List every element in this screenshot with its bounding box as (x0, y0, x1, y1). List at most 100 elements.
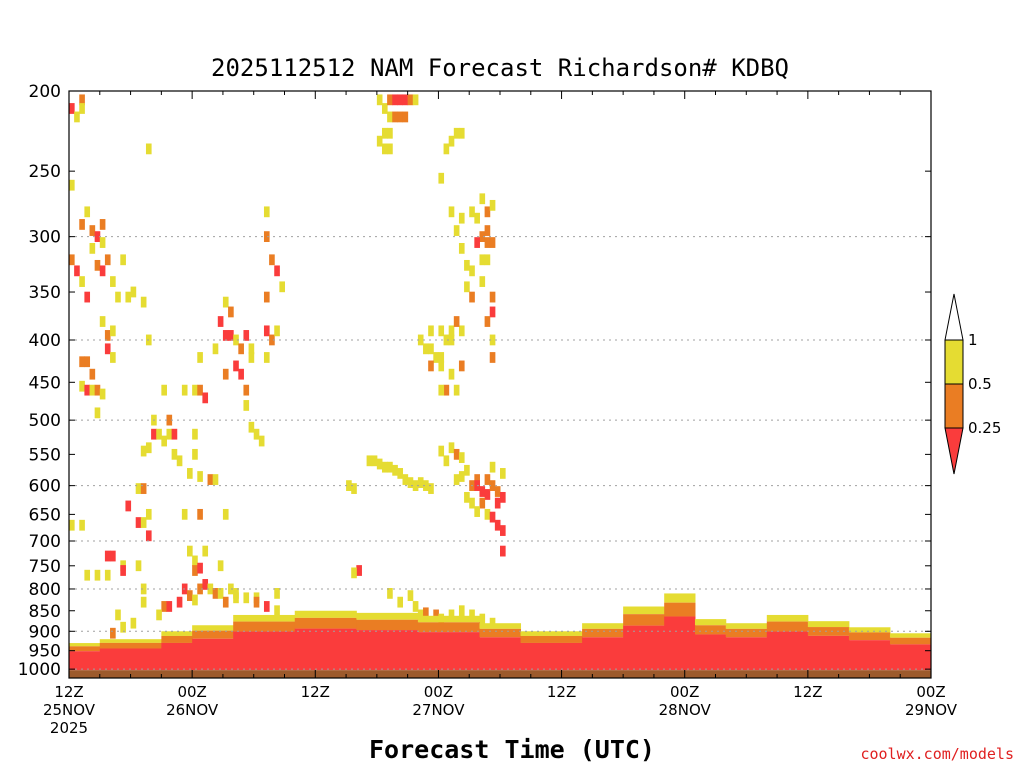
ri-cell (197, 352, 203, 363)
ri-cell (156, 609, 162, 621)
boundary-layer-band (233, 621, 296, 632)
ri-cell (248, 343, 255, 355)
boundary-layer-band (479, 623, 522, 629)
axis-layer: 200 250 300 350 400 450 500 550 600 650 700 750 8008… (18, 82, 958, 737)
ri-cell (263, 231, 270, 242)
boundary-layer-band (520, 635, 583, 643)
legend-level-label: 0.5 (968, 375, 992, 393)
boundary-layer-band (889, 633, 932, 638)
ri-cell (448, 334, 455, 346)
ri-cell (253, 596, 260, 608)
y-tick-label: 400 (29, 331, 61, 351)
ri-cell (387, 143, 393, 155)
ri-cell (192, 594, 198, 606)
ri-cell (110, 352, 116, 363)
ri-cell (407, 94, 414, 106)
x-tick-label: 00Z (177, 683, 206, 701)
y-tick-label: 500 (29, 411, 61, 431)
ri-cell (125, 500, 132, 512)
ri-cell (115, 291, 121, 303)
ri-cell (104, 330, 111, 341)
ri-cell (140, 583, 147, 595)
boundary-layer-band (848, 632, 891, 641)
boundary-layer-band (889, 637, 932, 645)
y-tick-label: 1000 (18, 660, 61, 680)
boundary-layer-band (479, 628, 522, 638)
ri-cell (176, 455, 183, 467)
ri-cell (484, 206, 491, 218)
boundary-layer-band (694, 634, 727, 671)
ri-cell (238, 368, 244, 380)
ri-cell (417, 609, 424, 621)
ri-cell (89, 368, 96, 380)
ri-cell (458, 452, 465, 463)
boundary-layer-band (725, 628, 768, 638)
ri-cell (500, 468, 506, 479)
ri-cell (79, 519, 85, 531)
ri-cell (484, 489, 491, 500)
boundary-layer-band (582, 637, 624, 671)
ri-cell (443, 455, 450, 467)
boundary-layer-band (848, 627, 891, 633)
ri-cell (484, 316, 491, 327)
ri-cell (423, 480, 429, 491)
y-tick-label: 250 (29, 162, 61, 182)
y-tick-label: 300 (29, 228, 61, 248)
ri-cell (387, 94, 393, 106)
x-tick-label: 29NOV (905, 701, 958, 719)
ri-cell (243, 330, 250, 341)
ri-cell (120, 621, 126, 633)
ri-cell (453, 316, 460, 327)
x-tick-label: 12Z (54, 683, 83, 701)
boundary-layer-band (582, 628, 624, 638)
ri-cell (69, 254, 75, 266)
legend-bin (944, 383, 964, 429)
ri-cell (274, 588, 280, 599)
ri-cell (104, 569, 111, 581)
ri-cell (99, 316, 106, 327)
ri-cell (197, 583, 203, 595)
ri-cell (238, 343, 244, 355)
ri-cell (187, 545, 193, 557)
ri-cell (438, 445, 445, 457)
boundary-layer-band (161, 631, 193, 636)
ri-cell (166, 601, 173, 612)
ri-cell (489, 617, 496, 629)
ri-cell (433, 609, 439, 621)
ri-cell (161, 601, 167, 612)
ri-cell (500, 525, 506, 536)
ri-cell (366, 455, 373, 467)
boundary-layer-band (356, 619, 419, 631)
boundary-layer-band (664, 616, 696, 671)
y-tick-label: 650 (29, 505, 61, 525)
ri-cell (274, 325, 280, 337)
ri-cell (171, 428, 178, 440)
ri-cell (110, 325, 116, 337)
boundary-layer-band (725, 623, 768, 629)
boundary-layer-band (161, 635, 193, 643)
boundary-layer-band (99, 642, 162, 649)
ri-cell (94, 569, 101, 581)
ri-cell (351, 483, 357, 494)
ri-cell (125, 291, 132, 303)
ri-cell (469, 497, 475, 509)
ri-cell (453, 127, 460, 139)
ri-cell (145, 442, 152, 454)
ri-cell (233, 588, 239, 599)
ri-cell (397, 94, 404, 106)
ri-cell (166, 428, 173, 440)
ri-cell (489, 480, 496, 491)
ri-cell (489, 334, 496, 346)
ri-cell (428, 360, 434, 372)
boundary-layer-band (766, 631, 809, 671)
ri-cell (197, 471, 203, 482)
ri-cell (115, 609, 121, 621)
ri-cell (443, 334, 450, 346)
ri-cell (417, 477, 424, 488)
x-tick-label: 00Z (424, 683, 453, 701)
legend-level-label: 1 (968, 331, 978, 349)
boundary-layer-band (848, 640, 891, 671)
ri-cell (489, 461, 496, 473)
ri-cell (248, 421, 255, 433)
ri-cell (387, 461, 393, 473)
